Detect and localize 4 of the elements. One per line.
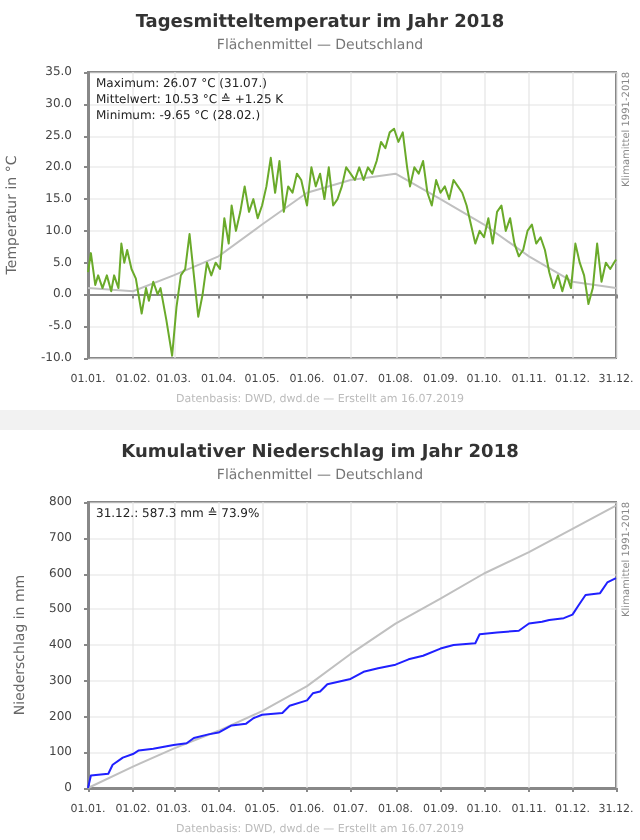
line-series: [87, 172, 617, 293]
chart-title: Kumulativer Niederschlag im Jahr 2018: [121, 443, 519, 463]
line-series: [87, 504, 617, 789]
chart-title: Tagesmitteltemperatur im Jahr 2018: [135, 13, 505, 33]
